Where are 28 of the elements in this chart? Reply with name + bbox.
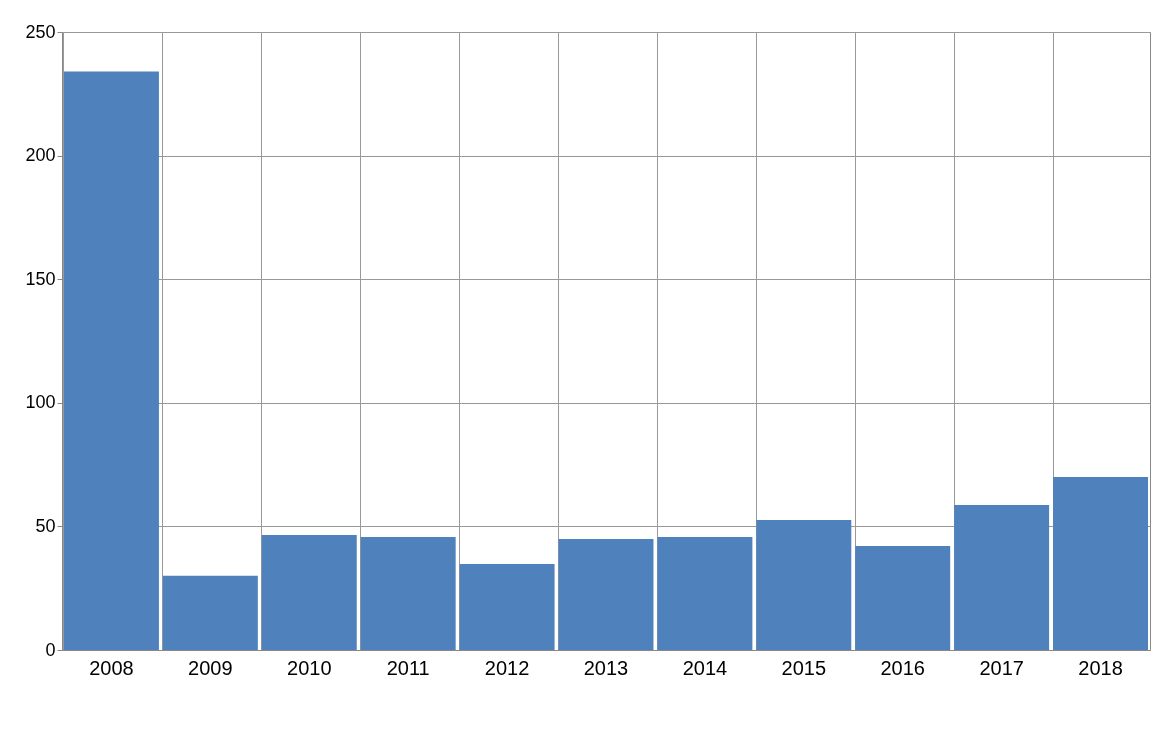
x-tick-label: 2010 <box>287 656 332 679</box>
y-tick-label: 100 <box>25 392 56 413</box>
bar <box>756 519 852 650</box>
x-tick-label: 2016 <box>880 656 925 679</box>
x-tick-label: 2015 <box>781 656 827 679</box>
x-tick-label: 2013 <box>583 656 629 679</box>
x-tick-label: 2011 <box>386 656 430 679</box>
x-tick-label: 2012 <box>484 656 530 679</box>
y-tick-label: 0 <box>45 639 56 660</box>
x-tick-label: 2018 <box>1078 656 1123 679</box>
bar <box>558 539 654 650</box>
y-tick-label: 250 <box>25 21 56 42</box>
x-tick-label: 2014 <box>682 656 728 679</box>
bar <box>162 575 258 650</box>
bar <box>360 537 456 650</box>
x-tick-label: 2008 <box>89 656 134 679</box>
y-tick-label: 150 <box>25 268 56 289</box>
y-tick-label: 50 <box>35 515 56 536</box>
bar <box>459 563 555 650</box>
bar <box>1053 476 1149 650</box>
bar <box>855 545 951 650</box>
x-tick-label: 2017 <box>979 656 1024 679</box>
bar <box>657 537 753 650</box>
bar <box>63 71 159 650</box>
bar <box>954 504 1050 650</box>
y-tick-label: 200 <box>25 145 56 166</box>
x-tick-label: 2009 <box>188 656 233 679</box>
bar <box>261 535 357 650</box>
